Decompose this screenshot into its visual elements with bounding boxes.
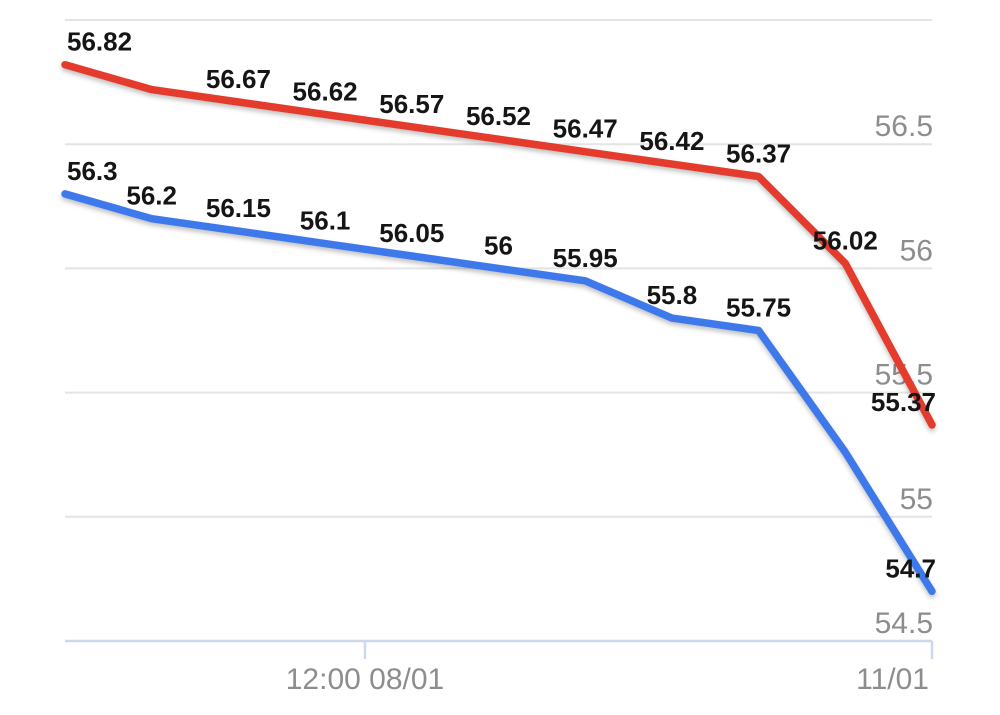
y-axis-tick-label: 56: [900, 234, 933, 267]
point-label-lower-blue: 56.05: [379, 218, 444, 248]
point-label-lower-blue: 54.7: [885, 553, 936, 583]
point-label-lower-blue: 56: [484, 230, 513, 260]
point-label-lower-blue: 55.95: [553, 243, 618, 273]
point-label-upper-red: 56.02: [813, 225, 878, 255]
point-label-lower-blue: 56.1: [300, 206, 351, 236]
series-line-lower-blue: [61, 190, 936, 596]
x-axis-tick-label: 12:00 08/01: [286, 663, 444, 696]
y-axis-tick-label: 56.5: [875, 110, 933, 143]
point-label-lower-blue: 55.75: [726, 293, 791, 323]
point-label-upper-red: 56.82: [67, 27, 132, 57]
point-label-upper-red: 56.57: [379, 89, 444, 119]
x-axis-tick-label: 11/01: [856, 663, 929, 696]
point-label-upper-red: 55.37: [871, 387, 936, 417]
point-label-upper-red: 56.37: [726, 138, 791, 168]
y-axis-tick-label: 55: [900, 483, 933, 516]
point-label-lower-blue: 56.2: [126, 181, 177, 211]
series-line-upper-red: [61, 60, 936, 429]
point-label-lower-blue: 56.15: [206, 193, 271, 223]
point-label-upper-red: 56.67: [206, 64, 271, 94]
point-label-upper-red: 56.62: [293, 76, 358, 106]
point-label-lower-blue: 55.8: [647, 280, 698, 310]
point-label-lower-blue: 56.3: [67, 156, 118, 186]
point-label-upper-red: 56.42: [639, 126, 704, 156]
point-label-upper-red: 56.47: [553, 114, 618, 144]
y-axis-tick-label: 54.5: [875, 607, 933, 640]
point-label-upper-red: 56.52: [466, 101, 531, 131]
